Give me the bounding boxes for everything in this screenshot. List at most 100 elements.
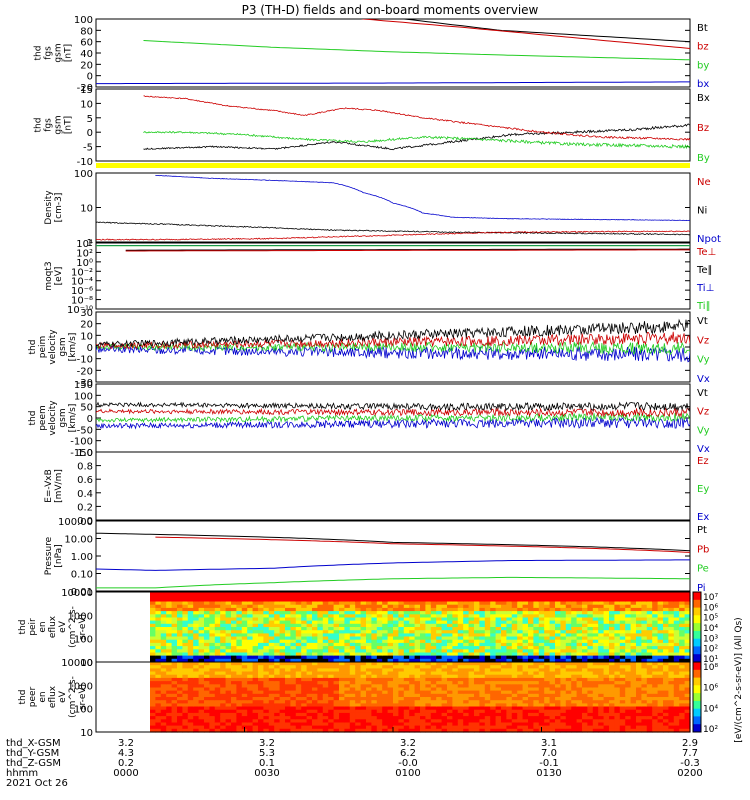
spectrogram-cell <box>587 633 594 638</box>
y-tick-label: 5 <box>87 114 93 125</box>
spectrogram-cell <box>403 601 410 606</box>
spectrogram-cell <box>209 623 216 628</box>
spectrogram-cell <box>479 620 486 625</box>
spectrogram-cell <box>495 658 502 663</box>
spectrogram-cell <box>679 681 686 685</box>
spectrogram-cell <box>544 652 551 657</box>
spectrogram-cell <box>214 728 221 733</box>
spectrogram-cell <box>295 687 302 692</box>
spectrogram-cell <box>447 668 453 673</box>
spectrogram-cell <box>420 639 426 644</box>
spectrogram-cell <box>420 712 426 717</box>
spectrogram-cell <box>447 642 453 647</box>
spectrogram-cell <box>463 595 470 599</box>
spectrogram-cell <box>247 592 254 596</box>
spectrogram-cell <box>533 601 540 606</box>
spectrogram-cell <box>393 697 399 701</box>
spectrogram-cell <box>474 620 480 625</box>
spectrogram-cell <box>263 662 270 666</box>
spectrogram-cell <box>420 706 426 711</box>
spectrogram-cell <box>268 703 275 708</box>
spectrogram-cell <box>187 662 194 666</box>
spectrogram-cell <box>474 655 480 660</box>
spectrogram-cell <box>420 620 426 625</box>
spectrogram-cell <box>301 722 308 727</box>
spectrogram-cell <box>214 592 221 596</box>
spectrogram-cell <box>231 617 237 622</box>
spectrogram-cell <box>501 716 507 720</box>
spectrogram-cell <box>376 642 383 647</box>
spectrogram-cell <box>279 677 286 682</box>
spectrogram-cell <box>258 662 264 666</box>
spectrogram-cell <box>247 649 254 654</box>
spectrogram-cell <box>549 601 556 606</box>
spectrogram-cell <box>436 697 443 701</box>
spectrogram-cell <box>366 662 372 666</box>
spectrogram-cell <box>506 611 513 615</box>
spectrogram-cell <box>150 655 156 660</box>
spectrogram-cell <box>301 681 308 685</box>
spectrogram-cell <box>187 690 194 695</box>
spectrogram-cell <box>646 639 653 644</box>
spectrogram-cell <box>160 627 167 631</box>
spectrogram-cell <box>393 627 399 631</box>
spectrogram-cell <box>636 633 642 638</box>
spectrogram-cell <box>673 636 680 641</box>
spectrogram-cell <box>592 630 599 634</box>
spectrogram-cell <box>430 636 437 641</box>
spectrogram-cell <box>468 623 475 628</box>
spectrogram-cell <box>366 697 372 701</box>
spectrogram-cell <box>582 627 588 631</box>
spectrogram-cell <box>538 674 545 679</box>
spectrogram-cell <box>522 658 529 663</box>
spectrogram-cell <box>295 712 302 717</box>
spectrogram-cell <box>393 706 399 711</box>
spectrogram-cell <box>285 611 291 615</box>
spectrogram-cell <box>517 655 524 660</box>
spectrogram-cell <box>463 687 470 692</box>
spectrogram-cell <box>398 725 405 730</box>
spectrogram-cell <box>317 617 324 622</box>
spectrogram-cell <box>171 728 178 733</box>
spectrogram-cell <box>214 706 221 711</box>
spectrogram-cell <box>528 655 534 660</box>
spectrogram-cell <box>301 697 308 701</box>
spectrogram-cell <box>430 677 437 682</box>
spectrogram-cell <box>468 595 475 599</box>
spectrogram-cell <box>279 595 286 599</box>
spectrogram-cell <box>641 709 648 714</box>
spectrogram-cell <box>452 697 459 701</box>
spectrogram-cell <box>430 592 437 596</box>
spectrogram-cell <box>355 725 362 730</box>
spectrogram-cell <box>598 681 605 685</box>
spectrogram-cell <box>301 601 308 606</box>
spectrogram-cell <box>290 646 297 650</box>
spectrogram-cell <box>241 592 248 596</box>
spectrogram-cell <box>258 706 264 711</box>
spectrogram-cell <box>565 630 572 634</box>
spectrogram-cell <box>679 693 686 698</box>
spectrogram-cell <box>328 677 335 682</box>
spectrogram-cell <box>430 722 437 727</box>
spectrogram-cell <box>366 636 372 641</box>
spectrogram-cell <box>301 716 308 720</box>
spectrogram-cell <box>263 697 270 701</box>
spectrogram-cell <box>447 665 453 669</box>
spectrogram-cell <box>155 630 162 634</box>
spectrogram-cell <box>258 646 264 650</box>
spectrogram-cell <box>468 627 475 631</box>
spectrogram-cell <box>349 712 356 717</box>
spectrogram-cell <box>603 617 610 622</box>
spectrogram-cell <box>636 677 642 682</box>
spectrogram-cell <box>603 595 610 599</box>
spectrogram-cell <box>484 642 491 647</box>
spectrogram-cell <box>236 671 243 676</box>
spectrogram-cell <box>501 623 507 628</box>
spectrogram-cell <box>225 639 232 644</box>
spectrogram-cell <box>328 595 335 599</box>
spectrogram-cell <box>398 662 405 666</box>
spectrogram-cell <box>425 716 432 720</box>
spectrogram-cell <box>420 674 426 679</box>
spectrogram-cell <box>258 693 264 698</box>
spectrogram-cell <box>322 642 329 647</box>
